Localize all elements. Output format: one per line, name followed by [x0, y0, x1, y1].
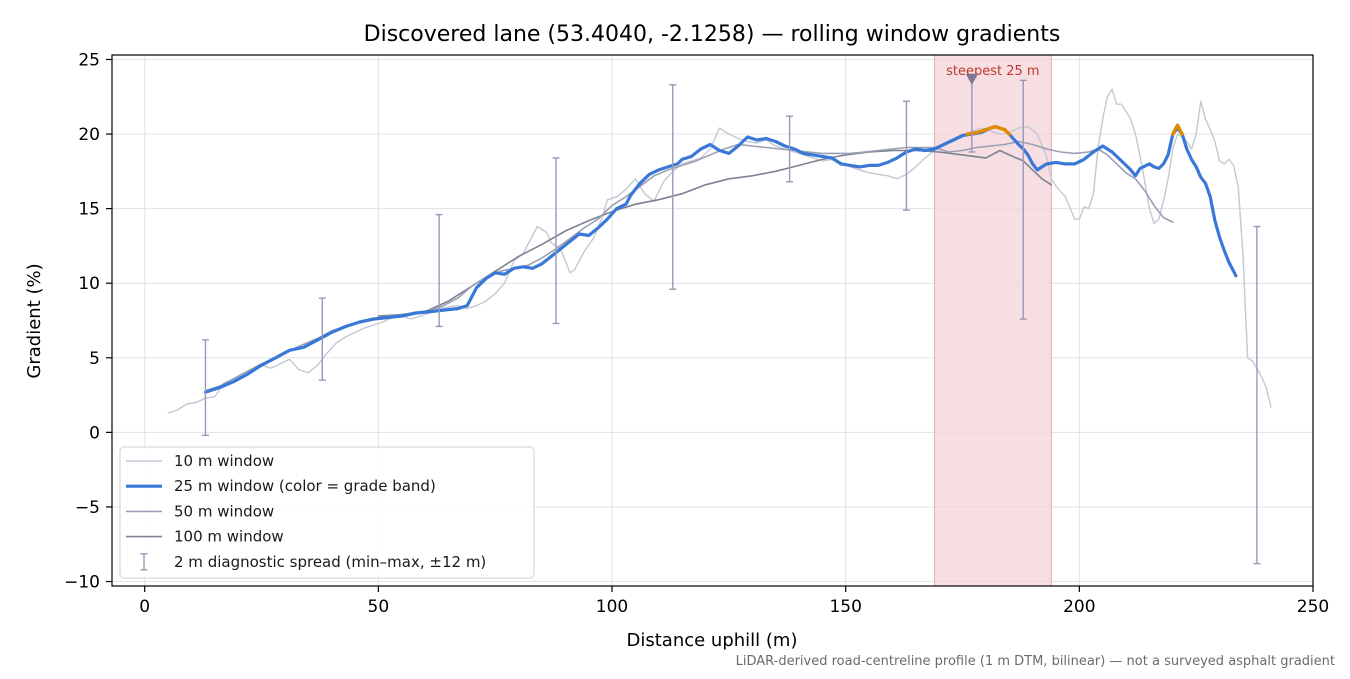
grade-band-highlight-0 [965, 124, 1011, 136]
y-tick-label-1: −5 [75, 498, 100, 518]
plot-frame [111, 54, 1314, 587]
y-tick-label-6: 20 [78, 125, 100, 145]
error-bars [201, 78, 1261, 565]
x-tick-label-3: 150 [829, 597, 861, 617]
steepest-marker [965, 73, 978, 85]
y-tick-label-3: 5 [89, 349, 100, 369]
legend-entry-2: 50 m window [126, 502, 274, 520]
error-bar-6 [902, 100, 910, 211]
x-tick-label-0: 0 [139, 597, 150, 617]
error-bar-4 [669, 84, 677, 290]
error-bar-5 [786, 115, 794, 183]
legend: 10 m window 25 m window (color = grade ba… [119, 446, 535, 579]
x-tick-label-4: 200 [1063, 597, 1095, 617]
series-line-1 [203, 125, 1238, 394]
legend-label-2: 50 m window [174, 502, 274, 520]
legend-swatch-4 [140, 553, 148, 571]
error-bar-0 [201, 339, 209, 437]
error-bar-3 [552, 157, 560, 325]
y-axis-label: Gradient (%) [24, 263, 45, 378]
error-bar-8 [1019, 79, 1027, 320]
series-lines [167, 88, 1272, 414]
legend-entry-3: 100 m window [126, 528, 284, 546]
legend-label-1: 25 m window (color = grade band) [174, 477, 436, 495]
x-tick-label-5: 250 [1297, 597, 1329, 617]
legend-label-0: 10 m window [174, 452, 274, 470]
legend-label-3: 100 m window [174, 528, 284, 546]
steepest-marker-triangle [965, 73, 978, 85]
series-line-3 [377, 149, 1053, 317]
footnote: LiDAR-derived road-centreline profile (1… [736, 654, 1335, 669]
legend-entry-1: 25 m window (color = grade band) [126, 477, 436, 495]
x-axis-label: Distance uphill (m) [627, 630, 798, 651]
x-axis-ticks: 0 50 100 150 200 250 [139, 586, 1329, 617]
error-bar-1 [318, 297, 326, 381]
error-bar-9 [1253, 225, 1261, 565]
x-tick-label-2: 100 [596, 597, 628, 617]
x-tick-label-1: 50 [368, 597, 390, 617]
y-tick-label-7: 25 [78, 50, 100, 70]
legend-entry-0: 10 m window [126, 452, 274, 470]
y-tick-label-4: 10 [78, 274, 100, 294]
y-axis-ticks: −10 −5 0 5 10 15 20 25 [64, 50, 112, 593]
steepest-band-label: steepest 25 m [946, 64, 1039, 79]
grade-band-highlight-1 [1171, 123, 1184, 136]
y-tick-label-2: 0 [89, 423, 100, 443]
error-bar-2 [435, 213, 443, 328]
steepest-band: steepest 25 m [933, 54, 1052, 587]
y-tick-label-5: 15 [78, 200, 100, 220]
legend-entry-4: 2 m diagnostic spread (min–max, ±12 m) [140, 553, 486, 571]
chart-title: Discovered lane (53.4040, -2.1258) — rol… [364, 22, 1061, 47]
y-tick-label-0: −10 [64, 573, 100, 593]
legend-box [119, 446, 535, 579]
steepest-band-rect [933, 54, 1052, 587]
legend-label-4: 2 m diagnostic spread (min–max, ±12 m) [174, 553, 486, 571]
